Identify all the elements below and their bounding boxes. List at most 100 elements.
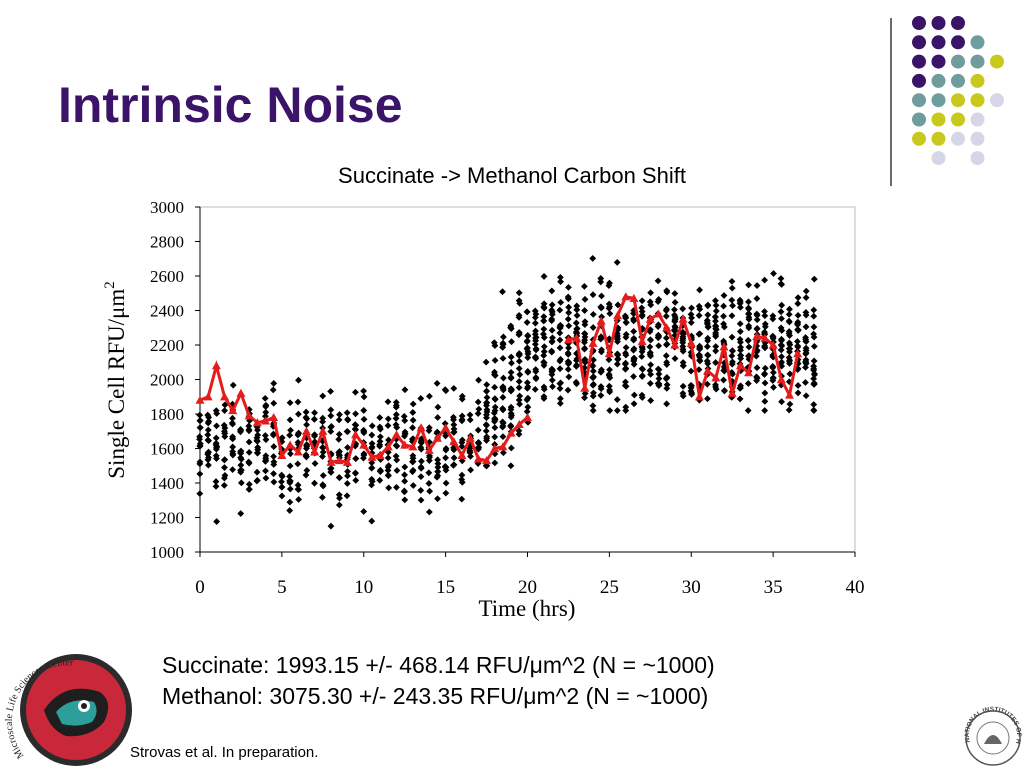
decor-dot	[970, 112, 985, 127]
scatter-point	[212, 434, 220, 442]
scatter-point	[769, 374, 777, 382]
decor-dot	[951, 73, 965, 88]
scatter-point	[336, 411, 343, 418]
scatter-point	[450, 428, 458, 436]
scatter-point	[720, 337, 727, 345]
scatter-point	[523, 308, 531, 316]
title-divider-line	[890, 18, 892, 186]
scatter-point	[458, 395, 466, 403]
scatter-point	[344, 415, 352, 423]
scatter-point	[229, 400, 236, 408]
scatter-point	[770, 383, 777, 391]
scatter-point	[302, 451, 310, 459]
scatter-point	[352, 476, 360, 484]
scatter-point	[704, 395, 711, 403]
scatter-point	[229, 433, 237, 441]
scatter-point	[253, 468, 261, 476]
scatter-point	[303, 445, 310, 452]
decor-dot	[912, 112, 926, 127]
x-tick-label: 10	[354, 577, 373, 598]
scatter-point	[532, 374, 540, 381]
scatter-point	[810, 342, 818, 350]
scatter-point	[458, 478, 466, 486]
scatter-point	[712, 385, 720, 393]
scatter-point	[703, 343, 711, 350]
mean-point	[220, 392, 230, 401]
mean-point	[252, 418, 262, 427]
scatter-point	[482, 462, 490, 470]
scatter-point	[343, 492, 351, 500]
mean-point	[310, 447, 320, 456]
scatter-point	[287, 426, 294, 434]
scatter-point	[548, 337, 556, 345]
decor-dot	[970, 131, 985, 146]
decor-dot	[931, 112, 946, 127]
scatter-point	[761, 308, 768, 315]
scatter-point	[614, 351, 622, 359]
scatter-point	[196, 490, 204, 498]
scatter-point	[736, 384, 744, 392]
scatter-point	[687, 319, 695, 327]
mean-point	[400, 440, 410, 449]
scatter-point	[630, 317, 638, 325]
scatter-point	[557, 395, 564, 402]
mean-point	[785, 390, 794, 399]
mean-point	[744, 368, 754, 377]
scatter-point	[220, 481, 228, 489]
scatter-point	[507, 406, 515, 413]
decor-dot	[970, 93, 985, 108]
scatter-point	[744, 336, 752, 344]
scatter-point	[556, 344, 564, 352]
scatter-point	[531, 307, 539, 315]
scatter-point	[557, 322, 565, 330]
scatter-point	[638, 394, 646, 401]
scatter-point	[327, 412, 335, 420]
scatter-point	[737, 303, 744, 311]
scatter-point	[409, 482, 417, 489]
scatter-point	[352, 388, 359, 396]
decor-dot	[931, 131, 946, 146]
mean-point	[604, 349, 614, 358]
scatter-point	[745, 305, 753, 313]
scatter-point	[679, 382, 687, 390]
mean-point	[351, 430, 361, 439]
scatter-point	[556, 336, 564, 344]
scatter-point	[262, 467, 269, 475]
scatter-point	[425, 480, 433, 487]
scatter-point	[295, 486, 303, 494]
scatter-point	[245, 448, 253, 456]
scatter-point	[204, 419, 212, 427]
scatter-point	[491, 372, 499, 379]
scatter-point	[237, 466, 245, 474]
scatter-point	[228, 419, 236, 427]
scatter-point	[589, 291, 597, 299]
scatter-point	[654, 277, 662, 285]
scatter-point	[613, 407, 621, 414]
scatter-point	[417, 464, 425, 472]
y-axis-label-superscript: 2	[102, 281, 118, 289]
scatter-point	[376, 423, 384, 431]
mean-point	[261, 416, 270, 425]
scatter-point	[368, 517, 376, 525]
scatter-point	[344, 468, 351, 475]
decor-dot	[912, 35, 926, 50]
scatter-point	[531, 314, 539, 321]
scatter-point	[663, 305, 670, 313]
scatter-point	[581, 318, 589, 326]
y-tick-label: 2400	[150, 302, 184, 321]
scatter-point	[270, 399, 278, 407]
scatter-point	[802, 294, 810, 301]
scatter-point	[245, 480, 253, 488]
scatter-point	[212, 439, 220, 447]
decor-dot	[912, 54, 926, 69]
scatter-point	[794, 294, 802, 302]
decor-dot	[912, 93, 926, 108]
mean-point	[301, 426, 311, 435]
y-tick-label: 3000	[150, 198, 184, 217]
scatter-point	[736, 395, 744, 403]
scatter-point	[531, 353, 539, 361]
decor-dot	[951, 16, 965, 30]
scatter-point	[491, 415, 499, 423]
mean-point	[621, 292, 631, 301]
scatter-point	[704, 311, 712, 319]
